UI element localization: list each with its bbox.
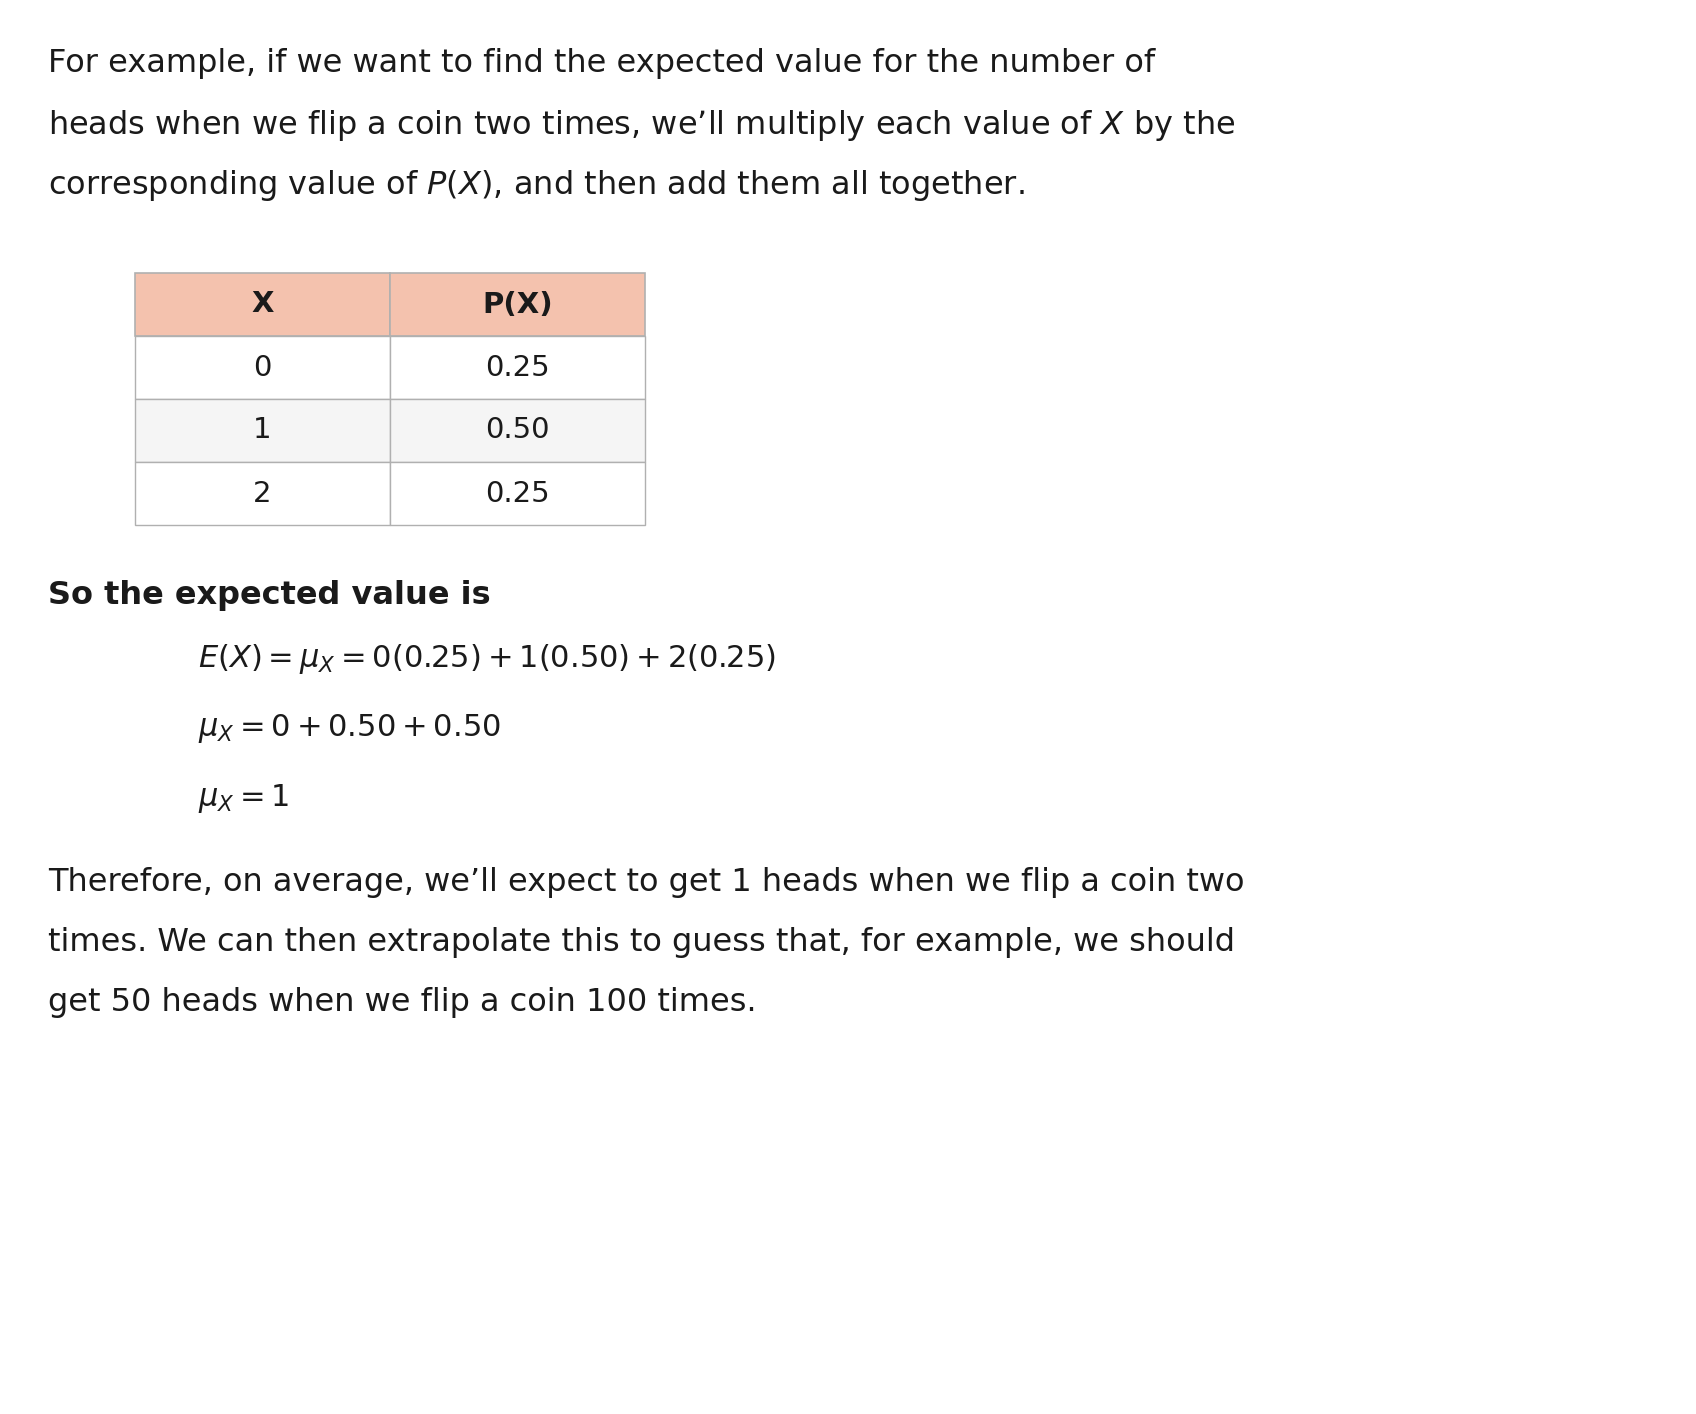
Text: $\mu_X = 0 + 0.50 + 0.50$: $\mu_X = 0 + 0.50 + 0.50$ — [198, 713, 500, 745]
Bar — [390, 273, 644, 337]
Text: 1: 1 — [253, 417, 271, 444]
Text: 0.25: 0.25 — [485, 354, 550, 382]
Bar — [136, 337, 390, 399]
Text: X: X — [251, 290, 273, 318]
Bar — [136, 273, 390, 337]
Text: 0.50: 0.50 — [485, 417, 550, 444]
Text: 0.25: 0.25 — [485, 479, 550, 508]
Text: P(X): P(X) — [482, 290, 553, 318]
Text: 0: 0 — [253, 354, 271, 382]
Bar — [136, 399, 390, 462]
Bar — [390, 399, 644, 462]
Text: heads when we flip a coin two times, we’ll multiply each value of $X$ by the: heads when we flip a coin two times, we’… — [47, 107, 1235, 143]
Text: $E(X) = \mu_X = 0(0.25) + 1(0.50) + 2(0.25)$: $E(X) = \mu_X = 0(0.25) + 1(0.50) + 2(0.… — [198, 642, 777, 676]
Text: times. We can then extrapolate this to guess that, for example, we should: times. We can then extrapolate this to g… — [47, 928, 1235, 959]
Text: $\mu_X = 1$: $\mu_X = 1$ — [198, 782, 290, 814]
Text: So the expected value is: So the expected value is — [47, 580, 490, 611]
Text: For example, if we want to find the expected value for the number of: For example, if we want to find the expe… — [47, 48, 1155, 79]
Bar — [390, 462, 644, 525]
Text: get 50 heads when we flip a coin 100 times.: get 50 heads when we flip a coin 100 tim… — [47, 987, 756, 1018]
Bar — [136, 462, 390, 525]
Text: corresponding value of $P(X)$, and then add them all together.: corresponding value of $P(X)$, and then … — [47, 168, 1024, 204]
Text: 2: 2 — [253, 479, 271, 508]
Text: Therefore, on average, we’ll expect to get 1 heads when we flip a coin two: Therefore, on average, we’ll expect to g… — [47, 867, 1245, 898]
Bar — [390, 337, 644, 399]
